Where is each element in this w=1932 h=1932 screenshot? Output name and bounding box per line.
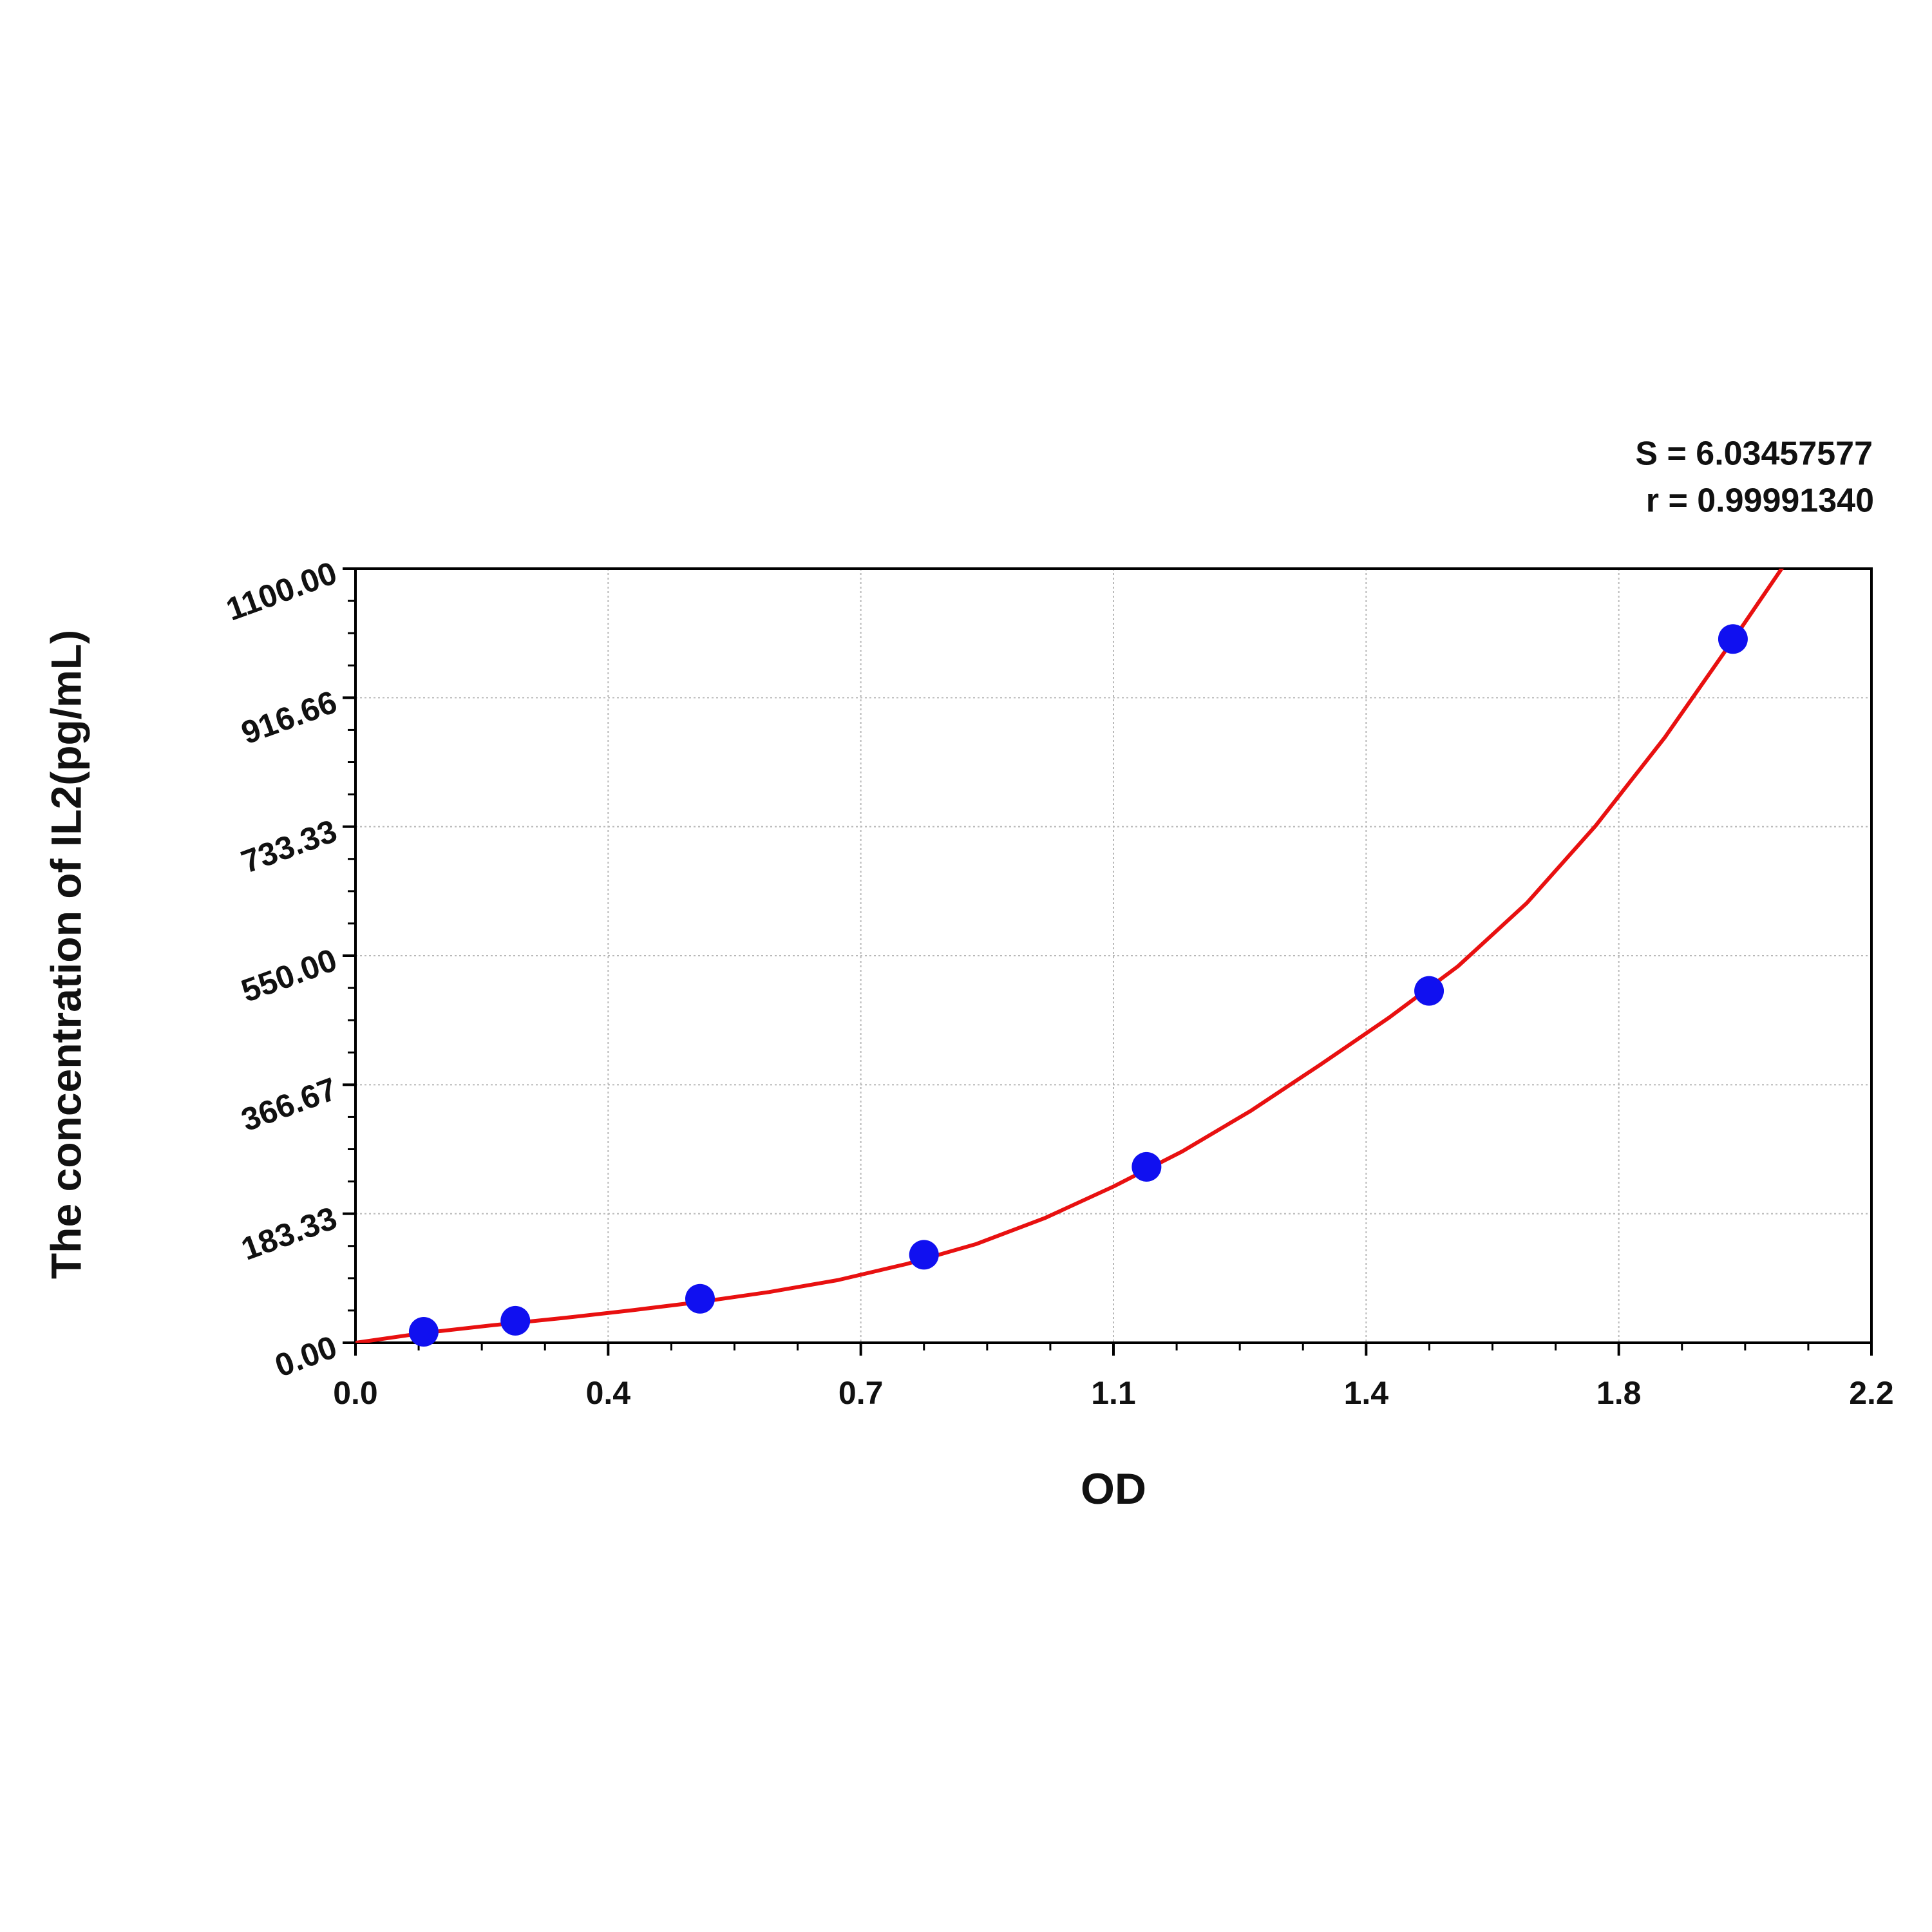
y-axis-title: The concentration of IL2(pg/mL) <box>42 630 90 1279</box>
x-tick-label: 1.1 <box>1091 1375 1136 1411</box>
data-point <box>500 1305 531 1336</box>
x-tick-label: 1.4 <box>1344 1375 1389 1411</box>
data-point <box>1414 976 1444 1006</box>
x-tick-label: 0.4 <box>586 1375 631 1411</box>
annotation: S = 6.03457577 <box>1635 435 1873 473</box>
x-axis-title: OD <box>1081 1464 1146 1513</box>
data-point <box>1718 624 1748 654</box>
fit-curve <box>355 569 1785 1343</box>
annotation: r = 0.99991340 <box>1646 482 1874 520</box>
data-point <box>1132 1151 1162 1182</box>
data-point <box>685 1283 715 1314</box>
data-point <box>909 1240 939 1270</box>
x-tick-label: 1.8 <box>1596 1375 1642 1411</box>
plot-area <box>355 569 1785 1343</box>
x-tick-label: 2.2 <box>1849 1375 1894 1411</box>
x-tick-label: 0.7 <box>838 1375 884 1411</box>
data-point <box>408 1316 439 1347</box>
x-tick-label: 0.0 <box>333 1375 378 1411</box>
